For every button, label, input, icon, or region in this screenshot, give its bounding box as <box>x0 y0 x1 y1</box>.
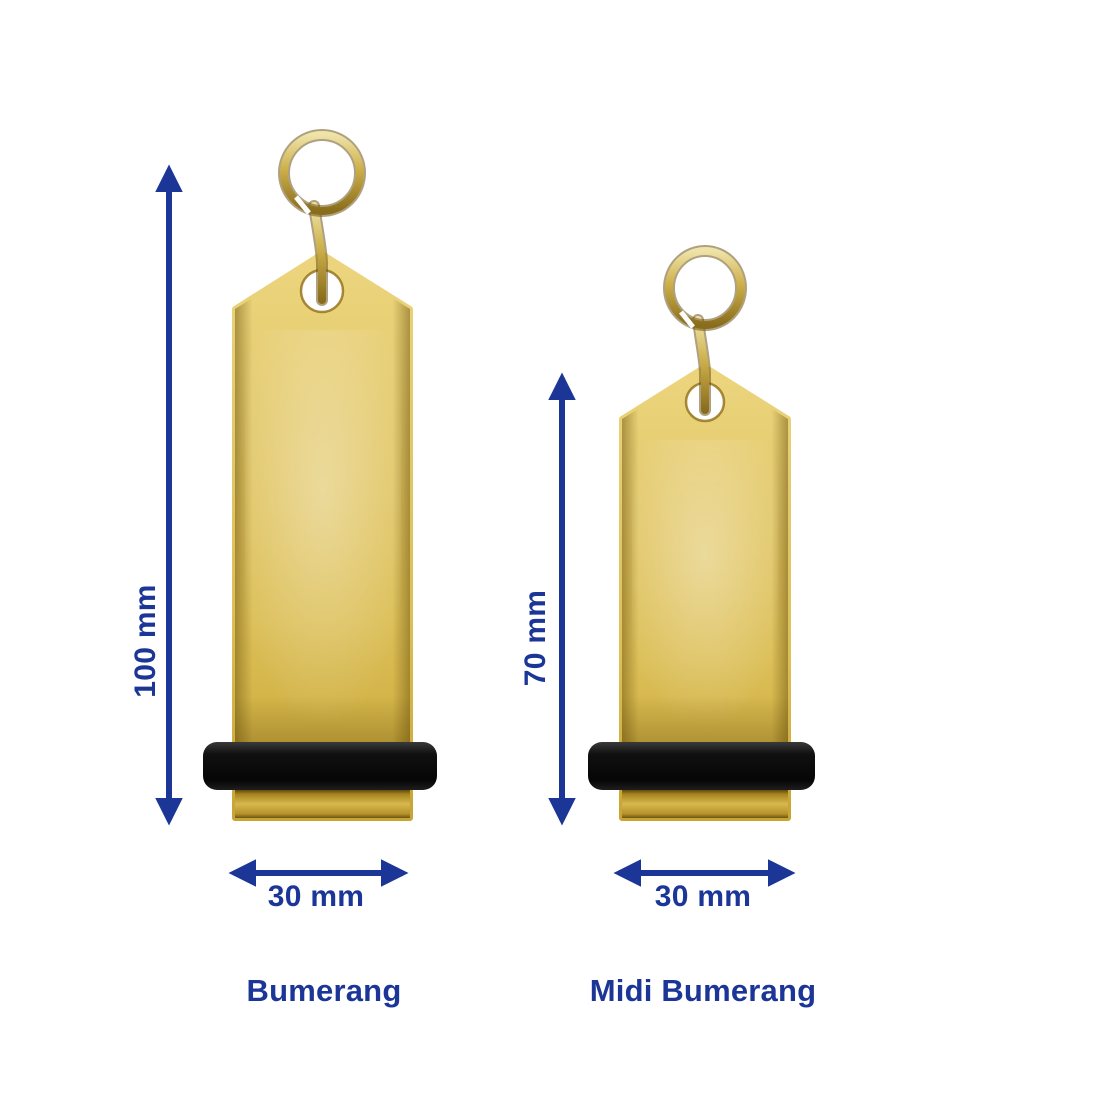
bumerang-product-name: Bumerang <box>246 973 402 1008</box>
bumerang-width-label: 30 mm <box>267 880 365 913</box>
rubber-band <box>588 742 815 790</box>
hanging-ring <box>663 245 747 416</box>
midi-bumerang-width-label: 30 mm <box>654 880 752 913</box>
hanging-ring <box>278 129 366 306</box>
midi-bumerang-product-name: Midi Bumerang <box>589 973 817 1008</box>
bumerang-height-label: 100 mm <box>129 584 162 698</box>
midi-bumerang-product-photo <box>588 245 815 821</box>
rubber-band <box>203 742 437 790</box>
midi-bumerang-height-label: 70 mm <box>519 589 552 687</box>
bumerang-product-photo <box>203 129 437 821</box>
